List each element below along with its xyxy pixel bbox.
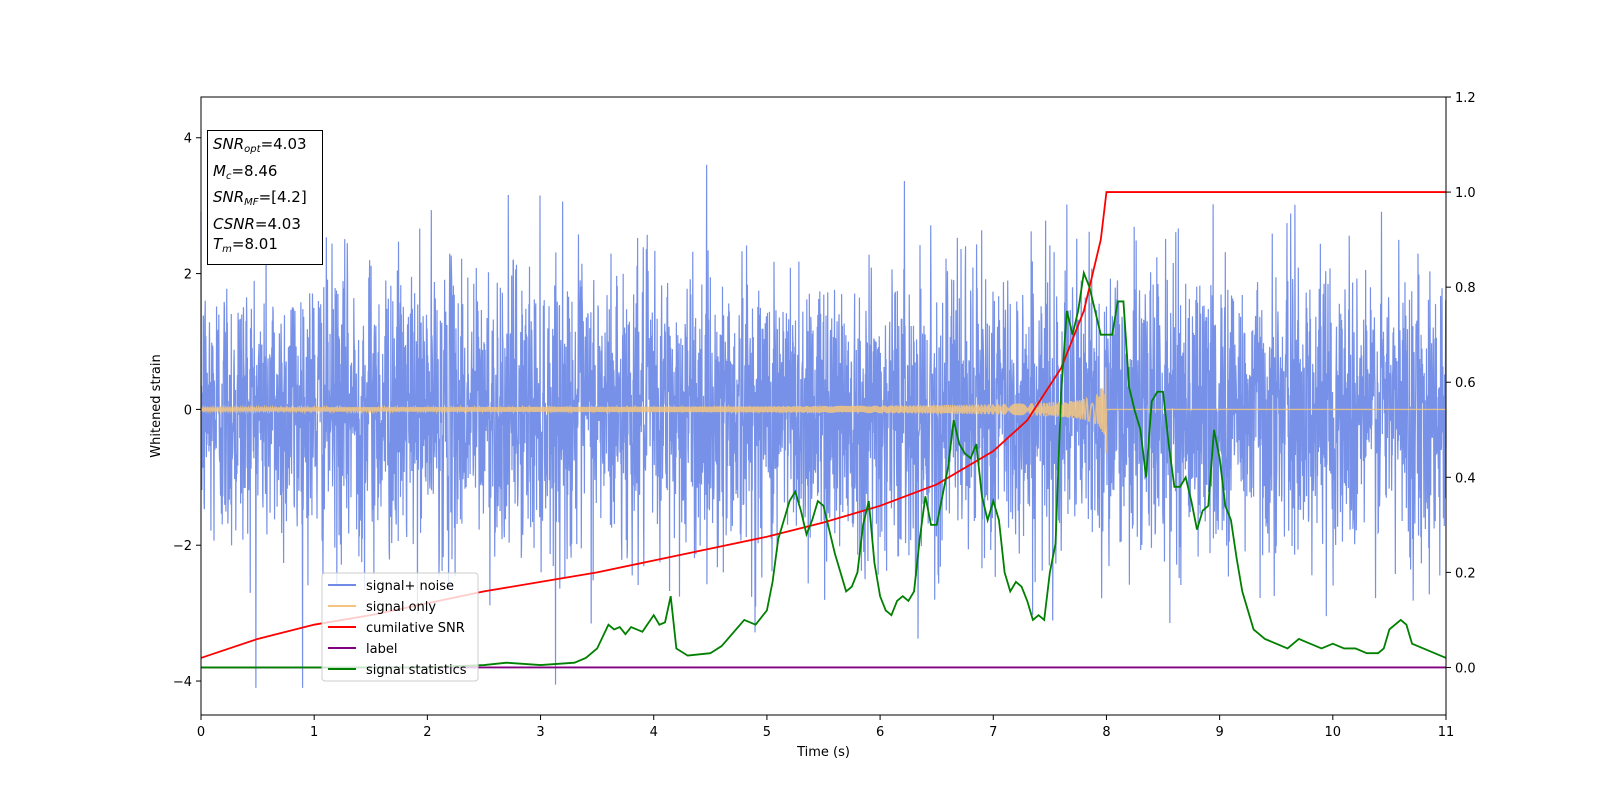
legend-entry-label: signal+ noise <box>366 579 454 594</box>
legend-entry-label: signal only <box>366 600 436 615</box>
y2-axis-ticks: 1.2 1.0 0.8 0.6 0.4 0.2 0.0 <box>1446 91 1476 676</box>
csnr-annotation: CSNR=4.03 <box>213 214 301 233</box>
y-tick-label: −2 <box>173 539 192 554</box>
y2-tick-label: 0.0 <box>1455 661 1476 676</box>
x-tick-label: 5 <box>763 725 771 740</box>
y-tick-label: −4 <box>173 675 192 690</box>
y-axis-label: Whitened strain <box>149 354 164 457</box>
x-tick-label: 3 <box>536 725 544 740</box>
legend-entry-label: label <box>366 642 397 657</box>
signal-statistics-line <box>201 269 1447 669</box>
metrics-annotation-box: SNRopt=4.03 Mc=8.46 SNRMF=[4.2] CSNR=4.0… <box>207 130 323 265</box>
legend-box <box>321 572 479 682</box>
y-tick-label: 0 <box>184 403 192 418</box>
x-tick-label: 7 <box>989 725 997 740</box>
y2-tick-label: 0.8 <box>1455 281 1476 296</box>
x-tick-label: 4 <box>650 725 658 740</box>
y-tick-label: 2 <box>184 268 192 283</box>
merger-time-annotation: Tm=8.01 <box>213 235 278 255</box>
x-axis-ticks: 0 1 2 3 4 5 6 7 8 9 10 11 <box>197 715 1454 740</box>
y-tick-label: 4 <box>184 132 192 147</box>
x-tick-label: 8 <box>1102 725 1110 740</box>
y2-tick-label: 0.6 <box>1455 376 1476 391</box>
x-tick-label: 9 <box>1215 725 1223 740</box>
x-tick-label: 1 <box>310 725 318 740</box>
legend: signal+ noise signal only cumilative SNR la… <box>321 572 479 682</box>
x-tick-label: 11 <box>1438 725 1455 740</box>
snr-mf-annotation: SNRMF=[4.2] <box>213 188 307 208</box>
y-axis-ticks: 4 2 0 −2 −4 <box>173 132 201 690</box>
snr-opt-annotation: SNRopt=4.03 <box>213 135 307 155</box>
x-tick-label: 10 <box>1325 725 1342 740</box>
y2-tick-label: 0.2 <box>1455 566 1476 581</box>
legend-entry-label: signal statistics <box>366 663 467 678</box>
y2-tick-label: 0.4 <box>1455 471 1476 486</box>
y2-tick-label: 1.2 <box>1455 91 1476 106</box>
x-tick-label: 2 <box>423 725 431 740</box>
signal-only-series <box>200 367 1446 454</box>
plot-frame <box>200 96 1447 716</box>
chirp-mass-annotation: Mc=8.46 <box>213 161 278 182</box>
signal-only-line <box>200 367 1446 454</box>
legend-entry-label: cumilative SNR <box>366 621 465 636</box>
y2-tick-label: 1.0 <box>1455 186 1476 201</box>
x-axis-label: Time (s) <box>796 745 850 760</box>
x-tick-label: 0 <box>197 725 205 740</box>
x-tick-label: 6 <box>876 725 884 740</box>
